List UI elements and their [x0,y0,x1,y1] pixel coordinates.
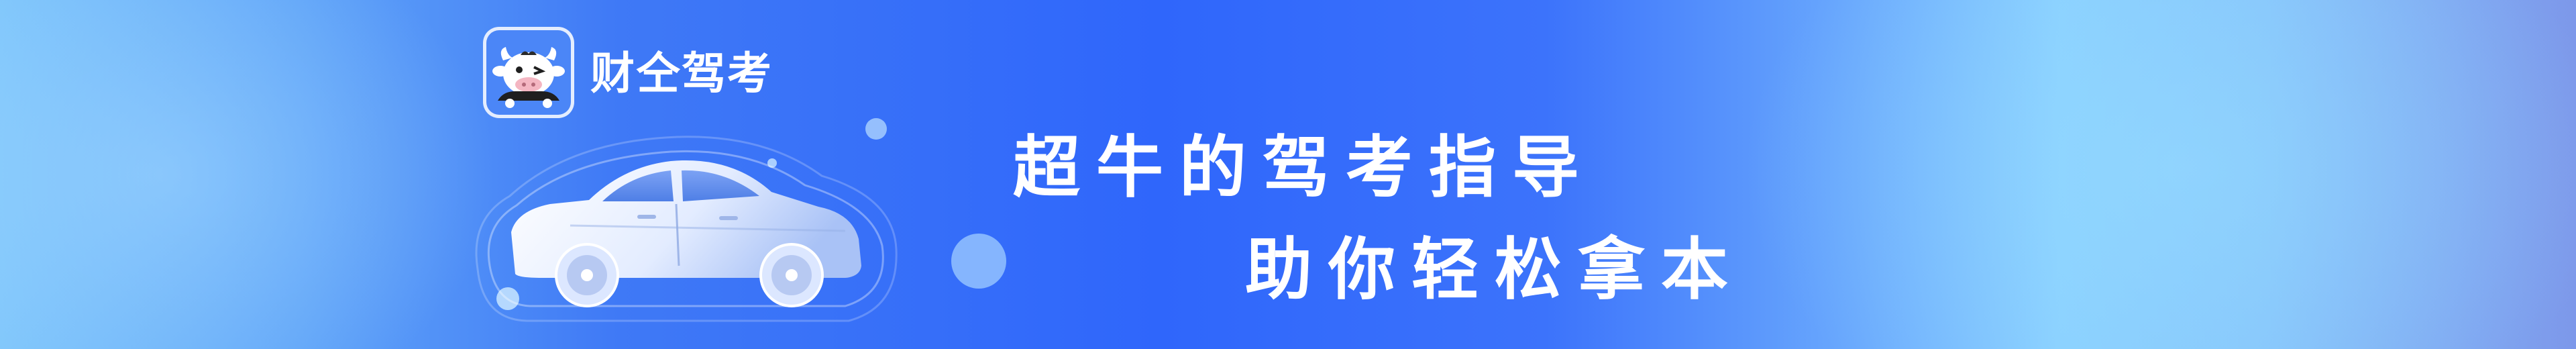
brand-name: 财仝驾考 [590,48,773,99]
cow-car-logo-icon [492,47,565,108]
decor-bubble [951,234,1006,289]
decor-bubble [767,158,777,168]
car-icon [475,136,898,322]
slogan-line-2: 助你轻松拿本 [1245,230,1744,309]
decor-bubble [496,287,519,310]
decor-bubble [865,118,887,140]
background-glow-left [0,0,496,349]
background-glow-right [1744,0,2576,349]
app-logo [483,27,574,118]
slogan-line-1: 超牛的驾考指导 [1013,128,1595,207]
